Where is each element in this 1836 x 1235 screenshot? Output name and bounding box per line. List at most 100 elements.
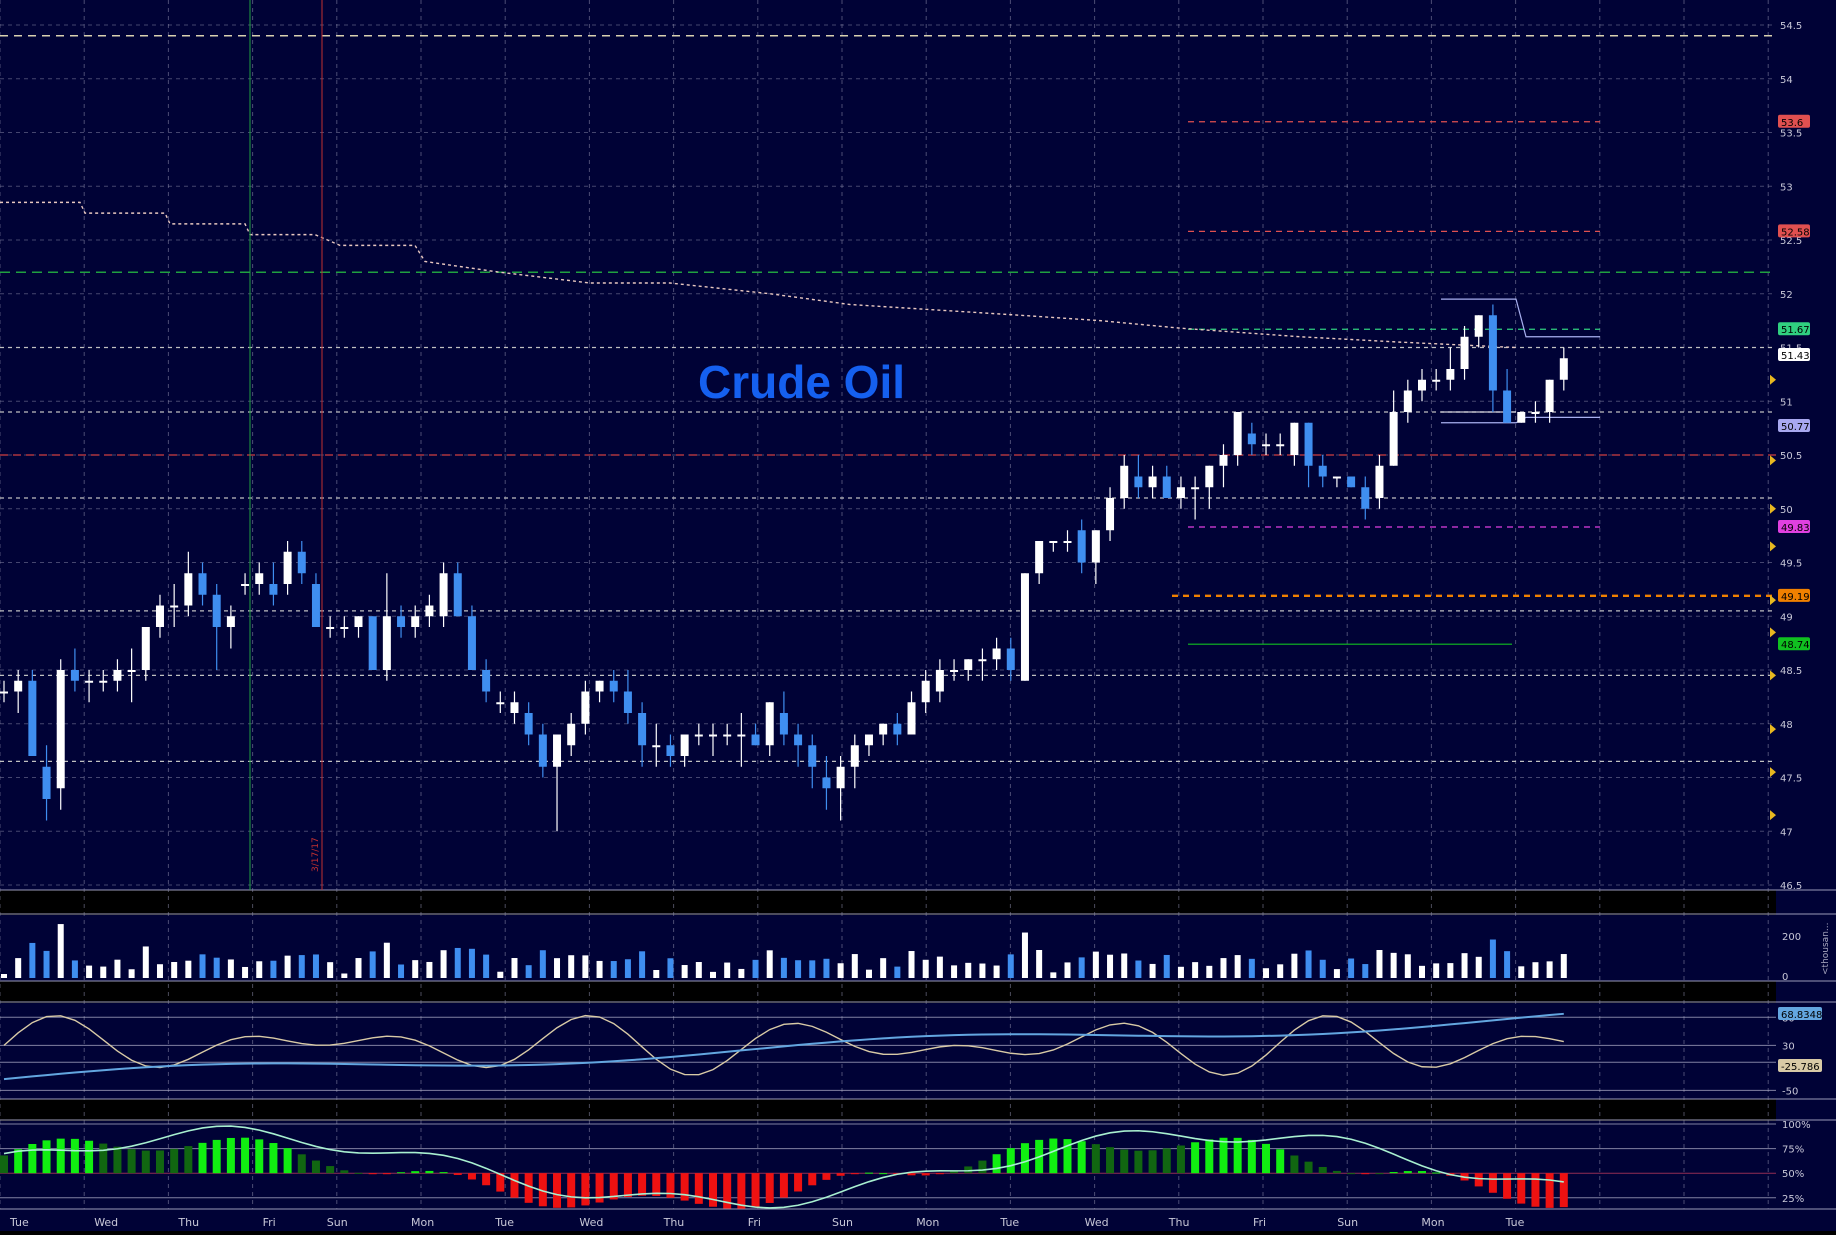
candle-body	[864, 734, 873, 746]
stochastic-value-label: 68.8348	[1781, 1010, 1822, 1021]
time-tick-label: Tue	[1505, 1216, 1525, 1229]
histogram-bar	[1474, 1173, 1483, 1187]
histogram-bar	[1503, 1173, 1512, 1199]
price-tick-label: 49.5	[1780, 559, 1802, 570]
price-alert-marker	[1770, 767, 1776, 778]
price-level-label: 51.43	[1781, 351, 1810, 362]
histogram-bar	[85, 1140, 94, 1174]
candle-body	[921, 680, 930, 703]
candle-body	[510, 702, 519, 713]
volume-bar	[1546, 961, 1553, 978]
volume-bar	[837, 963, 844, 978]
histogram-bar	[283, 1148, 292, 1174]
volume-bar	[468, 948, 475, 978]
histogram-bar	[737, 1173, 746, 1209]
volume-bar	[369, 951, 376, 978]
price-level-label: 50.77	[1781, 422, 1810, 433]
volume-bar	[738, 968, 745, 978]
candle-body	[652, 745, 661, 748]
candle-body	[1403, 390, 1412, 412]
histogram-bar	[198, 1142, 207, 1174]
histogram-bar	[1361, 1173, 1370, 1175]
candle-body	[198, 573, 207, 595]
price-alert-marker	[1770, 455, 1776, 466]
volume-bar	[1149, 963, 1156, 978]
histogram-bar	[1191, 1142, 1200, 1174]
stochastic-fast-line	[3, 1014, 1564, 1076]
histogram-bar	[439, 1172, 448, 1174]
volume-bar	[171, 962, 178, 978]
histogram-bar	[864, 1172, 873, 1174]
time-tick-label: Thu	[1168, 1216, 1190, 1229]
price-tick-label: 46.5	[1780, 881, 1802, 892]
volume-bar	[823, 958, 830, 978]
time-tick-label: Tue	[999, 1216, 1019, 1229]
stochastic-tick-label: 30	[1782, 1041, 1795, 1052]
price-level-badge	[1778, 114, 1810, 128]
histogram-bar	[1389, 1171, 1398, 1174]
volume-bar	[1135, 960, 1142, 978]
candle-body	[779, 713, 788, 735]
histogram-bar	[453, 1173, 462, 1175]
histogram-bar	[808, 1173, 817, 1186]
volume-bar	[780, 957, 787, 978]
volume-bar	[1461, 953, 1468, 978]
candle-body	[1020, 573, 1029, 681]
candle-body	[836, 766, 845, 789]
volume-bar	[71, 960, 78, 978]
histogram-bar	[14, 1149, 23, 1174]
volume-bar	[1560, 954, 1567, 978]
time-tick-label: Fri	[748, 1216, 761, 1229]
volume-bar	[412, 960, 419, 978]
volume-bar	[1234, 955, 1241, 978]
volume-unit-label: <thousan...	[1821, 923, 1831, 975]
histogram-bar	[255, 1139, 264, 1174]
histogram-bar	[595, 1173, 604, 1203]
price-alert-marker	[1770, 541, 1776, 552]
candle-body	[1503, 390, 1512, 423]
candle-body	[368, 616, 377, 670]
volume-bar	[539, 950, 546, 978]
histogram-bar	[496, 1173, 505, 1192]
candle-body	[1176, 487, 1185, 498]
volume-bar	[1064, 962, 1071, 978]
candle-body	[765, 702, 774, 746]
histogram-bar	[680, 1173, 689, 1201]
candle-body	[56, 670, 65, 789]
time-tick-label: Fri	[1253, 1216, 1266, 1229]
price-level-label: 52.58	[1781, 227, 1810, 238]
candle-body	[1474, 315, 1483, 337]
overlay-lines	[0, 0, 1776, 890]
volume-bar	[1092, 951, 1099, 978]
volume-bar	[908, 951, 915, 978]
volume-bar	[497, 971, 504, 978]
volume-bar	[511, 958, 518, 978]
histogram-bar	[1219, 1137, 1228, 1174]
stochastic-value-badge	[1778, 1007, 1822, 1020]
price-tick-label: 51	[1780, 397, 1793, 408]
histogram-bar	[1418, 1171, 1426, 1174]
candle-body	[1049, 541, 1058, 543]
candle-body	[1361, 487, 1370, 509]
histogram-bar	[1091, 1144, 1100, 1174]
candle-body	[1091, 530, 1100, 563]
volume-bar	[1305, 950, 1312, 978]
price-tick-label: 54.5	[1780, 21, 1802, 32]
histogram-bar	[1432, 1172, 1441, 1174]
candle-body	[127, 670, 136, 672]
candle-body	[1205, 465, 1214, 488]
histogram-bar	[241, 1137, 250, 1174]
histogram-bar	[382, 1173, 391, 1175]
histogram-bar	[1077, 1141, 1086, 1174]
candle-body	[1077, 530, 1086, 563]
candle-body	[241, 584, 250, 586]
price-level-badge	[1778, 520, 1810, 534]
volume-bar	[1333, 969, 1340, 978]
histogram-bar	[723, 1173, 732, 1209]
price-level-label: 49.83	[1781, 523, 1810, 534]
histogram-bar	[141, 1150, 150, 1174]
candle-body	[1432, 379, 1441, 382]
volume-bar	[15, 958, 22, 978]
histogram-bar	[1290, 1155, 1299, 1174]
candle-body	[1460, 336, 1469, 369]
